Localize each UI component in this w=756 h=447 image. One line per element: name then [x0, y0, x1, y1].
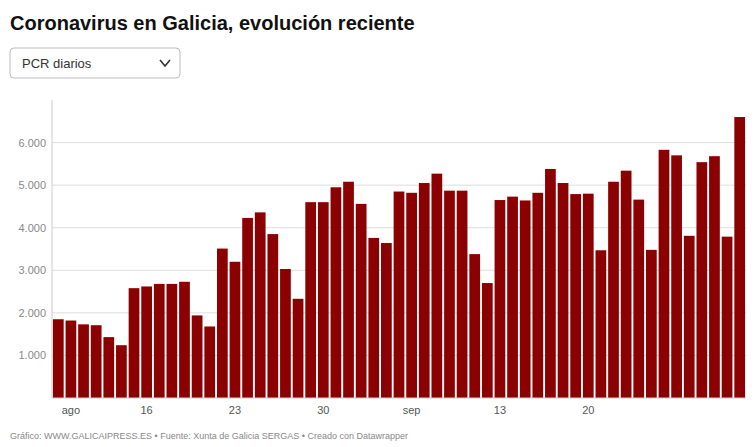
bar: [457, 191, 468, 398]
bar: [381, 243, 392, 398]
bar: [520, 200, 531, 398]
dropdown-chevron: [160, 60, 170, 66]
y-tick-label: 5.000: [18, 179, 46, 191]
bar: [469, 254, 480, 398]
y-tick-label: 1.000: [18, 349, 46, 361]
bar: [507, 197, 518, 398]
bar: [204, 326, 215, 398]
bar: [394, 192, 405, 398]
bar: [192, 315, 203, 398]
chart: Coronavirus en Galicia, evolución recien…: [0, 0, 756, 447]
bar: [179, 282, 190, 398]
bar: [596, 250, 607, 398]
subtitle-box: PCR diarios: [10, 48, 180, 78]
bar: [331, 187, 342, 398]
bar: [646, 250, 657, 398]
title: Coronavirus en Galicia, evolución recien…: [10, 12, 415, 34]
y-axis-line: [52, 100, 53, 398]
bar: [495, 200, 506, 398]
x-tick-label: ago: [62, 404, 80, 416]
chart-container: Coronavirus en Galicia, evolución recien…: [0, 0, 756, 447]
bar: [356, 204, 367, 398]
bar: [66, 321, 77, 398]
bar: [570, 194, 581, 398]
bar: [431, 174, 442, 398]
bar: [116, 345, 127, 398]
bar: [659, 150, 670, 398]
y-tick-label: 2.000: [18, 307, 46, 319]
bar: [293, 299, 304, 398]
bar: [230, 262, 241, 398]
bar: [53, 319, 64, 398]
subtitle-frame: [10, 48, 180, 78]
bar: [621, 171, 632, 398]
bar: [532, 193, 543, 398]
bar: [217, 249, 228, 398]
bar: [242, 218, 253, 398]
bar: [267, 234, 278, 398]
bar: [482, 283, 493, 398]
bar: [583, 194, 594, 398]
bar: [722, 237, 733, 398]
bar: [444, 191, 455, 398]
bar: [78, 324, 89, 398]
bar: [368, 238, 379, 398]
x-axis-line: [52, 398, 746, 399]
bar: [280, 269, 291, 398]
bar: [129, 288, 140, 398]
grid-line: [52, 185, 746, 186]
bar: [318, 202, 329, 398]
y-tick-labels: 1.000 2.000 3.000 4.000 5.000 6.000: [18, 137, 46, 362]
bar: [608, 182, 619, 398]
y-tick-label: 3.000: [18, 264, 46, 276]
bar: [419, 183, 430, 398]
x-tick-label: 30: [317, 404, 329, 416]
grid-line: [52, 142, 746, 143]
bar: [545, 169, 556, 398]
x-tick-label: 20: [582, 404, 594, 416]
bar: [696, 162, 707, 398]
x-tick-label: 13: [494, 404, 506, 416]
y-tick-label: 4.000: [18, 222, 46, 234]
background: [0, 0, 756, 447]
bar: [167, 284, 178, 398]
bar: [255, 212, 266, 398]
x-tick-label: 23: [229, 404, 241, 416]
bar: [406, 193, 417, 398]
bar: [558, 183, 569, 398]
bars: [53, 117, 745, 398]
bar: [91, 325, 102, 398]
bar: [709, 156, 720, 398]
bar: [343, 182, 354, 398]
subtitle: PCR diarios: [22, 56, 92, 71]
bar: [103, 337, 114, 398]
bar: [684, 236, 695, 398]
bar: [154, 284, 165, 398]
bar: [633, 200, 644, 398]
x-tick-labels: ago 16 23 30 sep 13 20: [62, 404, 595, 416]
bar: [141, 286, 152, 398]
bar: [734, 117, 745, 398]
x-tick-label: 16: [141, 404, 153, 416]
bar: [305, 202, 316, 398]
y-tick-label: 6.000: [18, 137, 46, 149]
x-tick-label: sep: [403, 404, 421, 416]
bar: [671, 155, 682, 398]
footer: Gráfico: WWW.GALICAIPRESS.ES • Fuente: X…: [10, 431, 408, 441]
